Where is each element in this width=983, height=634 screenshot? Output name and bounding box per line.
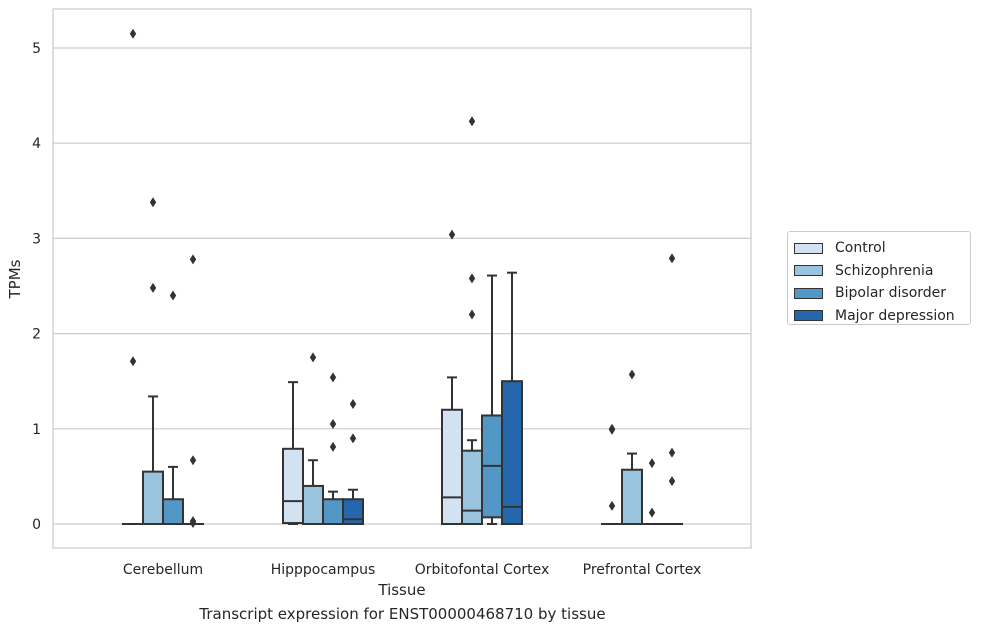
box-body xyxy=(461,449,483,526)
outlier-point xyxy=(648,507,656,518)
outlier-point xyxy=(349,399,357,410)
box-major-depression-hipppocampus xyxy=(342,399,364,525)
box-body xyxy=(441,408,463,526)
legend-label-schizophrenia: Schizophrenia xyxy=(835,262,934,279)
legend-label-bipolar-disorder: Bipolar disorder xyxy=(835,285,947,302)
box-control-orbitofontal-cortex xyxy=(441,229,463,526)
outlier-point xyxy=(608,500,616,511)
box-control-cerebellum xyxy=(122,28,144,526)
box-major-depression-orbitofontal-cortex xyxy=(501,271,523,526)
y-axis-title: TPMs xyxy=(6,259,24,299)
box-major-depression-cerebellum xyxy=(182,254,204,529)
outlier-point xyxy=(189,518,197,529)
grid-lines xyxy=(53,47,751,525)
legend-item-schizophrenia: Schizophrenia xyxy=(794,260,970,283)
outlier-point xyxy=(169,290,177,301)
box-body xyxy=(162,498,184,525)
box-body xyxy=(501,380,523,526)
y-tick-label-1: 1 xyxy=(32,422,41,438)
outlier-point xyxy=(189,455,197,466)
figure-caption: Transcript expression for ENST0000046871… xyxy=(199,605,606,623)
legend-item-major-depression: Major depression xyxy=(794,305,970,328)
x-axis-title: Tissue xyxy=(377,581,425,599)
box-bipolar-disorder-prefrontal-cortex xyxy=(641,458,663,526)
outlier-point xyxy=(349,433,357,444)
y-tick-label-0: 0 xyxy=(32,517,41,533)
legend-label-control: Control xyxy=(835,240,886,257)
x-tick-label-cerebellum: Cerebellum xyxy=(123,562,203,578)
y-tick-label-3: 3 xyxy=(32,231,41,247)
outlier-point xyxy=(329,372,337,383)
outlier-point xyxy=(668,476,676,487)
box-body xyxy=(342,498,364,525)
outlier-point xyxy=(329,419,337,430)
outlier-point xyxy=(668,253,676,264)
axis-ticks: 0 1 2 3 4 5 Cerebellum Hipppocampus Orbitofontal… xyxy=(32,41,701,578)
box-bipolar-disorder-cerebellum xyxy=(162,290,184,525)
outlier-point xyxy=(149,282,157,293)
outlier-point xyxy=(129,356,137,367)
box-schizophrenia-cerebellum xyxy=(142,197,164,526)
outlier-point xyxy=(189,254,197,265)
outlier-point xyxy=(468,273,476,284)
box-major-depression-prefrontal-cortex xyxy=(661,253,683,526)
outlier-point xyxy=(628,369,636,380)
boxes xyxy=(122,28,683,529)
outlier-point xyxy=(149,197,157,208)
box-schizophrenia-prefrontal-cortex xyxy=(621,369,643,525)
box-bipolar-disorder-hipppocampus xyxy=(322,372,344,525)
legend: Control Schizophrenia Bipolar disorder M… xyxy=(787,231,971,325)
box-control-hipppocampus xyxy=(282,381,304,525)
box-body xyxy=(302,484,324,526)
legend-swatch-bipolar-disorder xyxy=(794,287,823,299)
outlier-point xyxy=(668,447,676,458)
plot-frame xyxy=(52,8,752,549)
legend-swatch-major-depression xyxy=(794,310,823,322)
outlier-point xyxy=(468,309,476,320)
x-tick-label-hipppocampus: Hipppocampus xyxy=(271,562,376,578)
y-tick-label-5: 5 xyxy=(32,41,41,57)
legend-swatch-control xyxy=(794,242,823,254)
x-tick-label-orbitofontal-cortex: Orbitofontal Cortex xyxy=(415,562,550,578)
legend-item-bipolar-disorder: Bipolar disorder xyxy=(794,282,970,305)
outlier-point xyxy=(608,424,616,435)
box-schizophrenia-orbitofontal-cortex xyxy=(461,116,483,526)
outlier-point xyxy=(309,352,317,363)
outlier-point xyxy=(468,116,476,127)
y-tick-label-4: 4 xyxy=(32,136,41,152)
box-body xyxy=(621,468,643,525)
box-schizophrenia-hipppocampus xyxy=(302,352,324,526)
box-control-prefrontal-cortex xyxy=(601,423,623,526)
outlier-point xyxy=(448,229,456,240)
box-bipolar-disorder-orbitofontal-cortex xyxy=(481,274,503,525)
legend-label-major-depression: Major depression xyxy=(835,307,955,324)
outlier-point xyxy=(129,28,137,39)
outlier-point xyxy=(648,458,656,469)
box-body xyxy=(142,470,164,526)
y-tick-label-2: 2 xyxy=(32,327,41,343)
box-body xyxy=(282,447,304,525)
legend-swatch-schizophrenia xyxy=(794,265,823,277)
x-tick-label-prefrontal-cortex: Prefrontal Cortex xyxy=(583,562,702,578)
box-body xyxy=(322,498,344,525)
legend-item-control: Control xyxy=(794,237,970,260)
outlier-point xyxy=(329,441,337,452)
